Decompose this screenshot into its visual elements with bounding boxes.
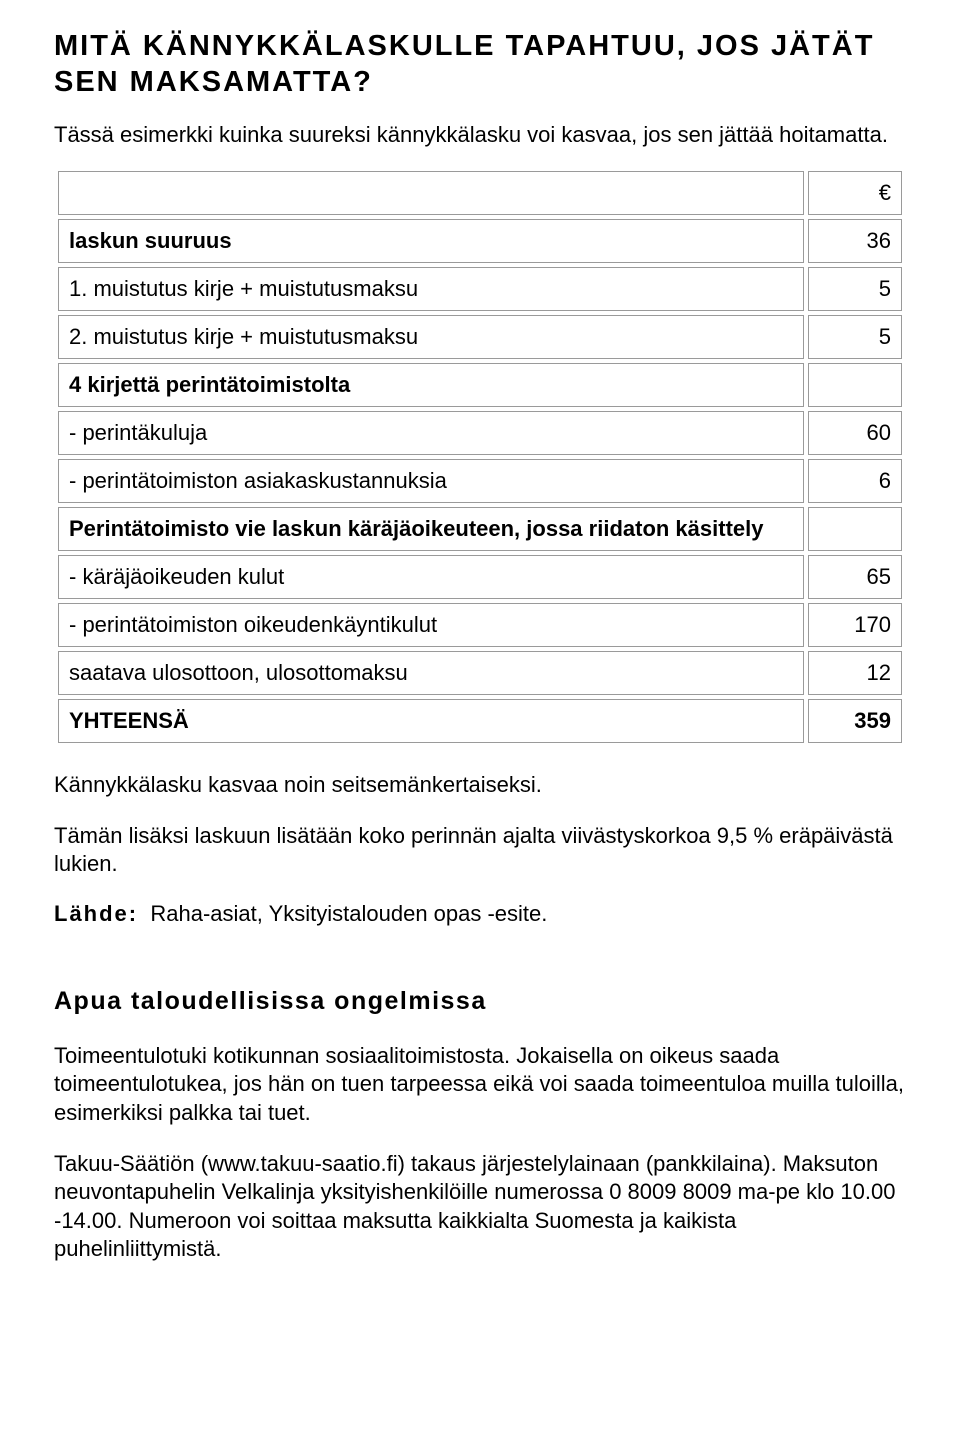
cell-value: 60 — [808, 411, 902, 455]
source-text: Raha-asiat, Yksityistalouden opas -esite… — [150, 901, 547, 926]
table-row: 2. muistutus kirje + muistutusmaksu 5 — [58, 315, 902, 359]
cell-value: 5 — [808, 315, 902, 359]
cell-empty — [58, 171, 804, 215]
help-paragraph-2: Takuu-Säätiön (www.takuu-saatio.fi) taka… — [54, 1150, 906, 1264]
summary-text-2: Tämän lisäksi laskuun lisätään koko peri… — [54, 822, 906, 879]
table-row: Perintätoimisto vie laskun käräjäoikeute… — [58, 507, 902, 551]
cell-value: 36 — [808, 219, 902, 263]
cell-value: 12 — [808, 651, 902, 695]
cell-label: 4 kirjettä perintätoimistolta — [58, 363, 804, 407]
intro-text: Tässä esimerkki kuinka suureksi kännykkä… — [54, 121, 906, 150]
table-row: - perintätoimiston oikeudenkäyntikulut 1… — [58, 603, 902, 647]
table-row: € — [58, 171, 902, 215]
cell-value: 6 — [808, 459, 902, 503]
cell-label: - käräjäoikeuden kulut — [58, 555, 804, 599]
cell-label: Perintätoimisto vie laskun käräjäoikeute… — [58, 507, 804, 551]
cell-value — [808, 363, 902, 407]
cell-label: laskun suuruus — [58, 219, 804, 263]
title-line-2: SEN MAKSAMATTA? — [54, 66, 373, 98]
help-paragraph-1: Toimeentulotuki kotikunnan sosiaalitoimi… — [54, 1042, 906, 1128]
source-line: Lähde: Raha-asiat, Yksityistalouden opas… — [54, 901, 906, 927]
table-row: laskun suuruus 36 — [58, 219, 902, 263]
cell-value: 170 — [808, 603, 902, 647]
title-line-1: MITÄ KÄNNYKKÄLASKULLE TAPAHTUU, JOS JÄTÄ… — [54, 30, 874, 62]
cell-label: YHTEENSÄ — [58, 699, 804, 743]
cell-label: - perintätoimiston oikeudenkäyntikulut — [58, 603, 804, 647]
table-row: saatava ulosottoon, ulosottomaksu 12 — [58, 651, 902, 695]
table-row: 1. muistutus kirje + muistutusmaksu 5 — [58, 267, 902, 311]
fee-table: € laskun suuruus 36 1. muistutus kirje +… — [54, 167, 906, 747]
help-heading: Apua taloudellisissa ongelmissa — [54, 987, 906, 1016]
cell-label: 1. muistutus kirje + muistutusmaksu — [58, 267, 804, 311]
table-row: - perintäkuluja 60 — [58, 411, 902, 455]
table-row: YHTEENSÄ 359 — [58, 699, 902, 743]
cell-label: saatava ulosottoon, ulosottomaksu — [58, 651, 804, 695]
cell-label: - perintätoimiston asiakaskustannuksia — [58, 459, 804, 503]
summary-text-1: Kännykkälasku kasvaa noin seitsemänkerta… — [54, 771, 906, 800]
currency-header: € — [808, 171, 902, 215]
source-label: Lähde: — [54, 901, 138, 926]
cell-value: 359 — [808, 699, 902, 743]
page-title: MITÄ KÄNNYKKÄLASKULLE TAPAHTUU, JOS JÄTÄ… — [54, 28, 906, 101]
table-row: 4 kirjettä perintätoimistolta — [58, 363, 902, 407]
cell-value: 5 — [808, 267, 902, 311]
cell-label: - perintäkuluja — [58, 411, 804, 455]
cell-label: 2. muistutus kirje + muistutusmaksu — [58, 315, 804, 359]
cell-value — [808, 507, 902, 551]
cell-value: 65 — [808, 555, 902, 599]
table-row: - perintätoimiston asiakaskustannuksia 6 — [58, 459, 902, 503]
table-row: - käräjäoikeuden kulut 65 — [58, 555, 902, 599]
